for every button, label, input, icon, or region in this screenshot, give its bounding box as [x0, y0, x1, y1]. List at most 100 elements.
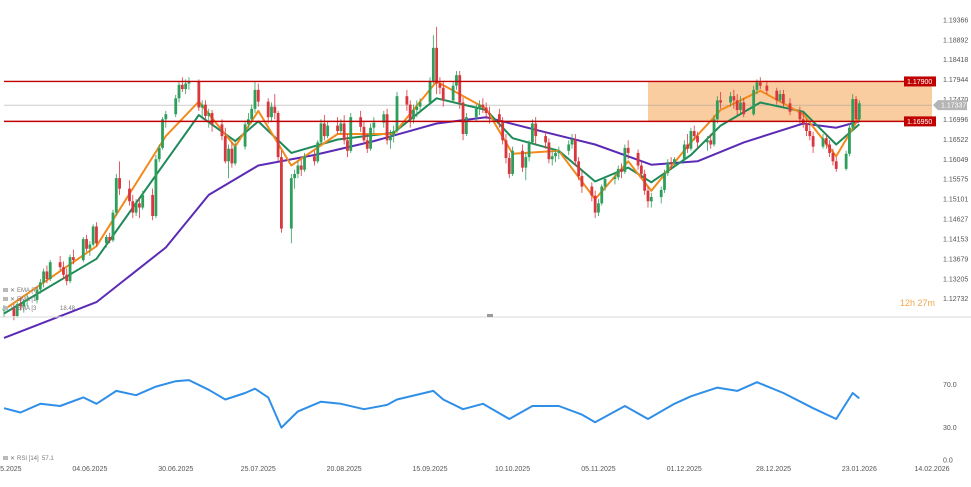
candle [200, 100, 204, 120]
candle [808, 125, 812, 141]
candle [68, 254, 72, 284]
candle [798, 106, 802, 124]
candle [223, 127, 227, 164]
current-price-label: 1.17337 [941, 103, 966, 110]
candle-body [659, 189, 663, 198]
candle [775, 87, 779, 105]
price-tick-label: 1.16996 [943, 117, 968, 124]
candle-body [570, 139, 574, 145]
date-tick-label: 14.02.2026 [914, 466, 949, 473]
rsi-legend-close-icon[interactable]: ✕ [10, 456, 15, 462]
candle [834, 157, 838, 172]
pane-divider [0, 314, 971, 318]
candle-body [501, 121, 505, 141]
candle [157, 144, 161, 163]
candle [488, 106, 491, 124]
candle-body [349, 117, 353, 151]
candle-body [108, 236, 112, 241]
pane-resize-handle[interactable] [487, 314, 493, 317]
rsi-legend[interactable]: ✕ RSI [14] 57.1 [3, 456, 54, 462]
candle-body [828, 144, 832, 153]
candle [289, 173, 293, 244]
legend-icon-3 [3, 306, 8, 310]
candle-body [831, 152, 835, 162]
legend-close-icon-1[interactable]: ✕ [10, 288, 15, 294]
candle-body [686, 144, 690, 149]
candle [385, 108, 389, 145]
candle [709, 133, 713, 149]
candle [577, 157, 581, 181]
candle [663, 169, 666, 193]
candle [392, 125, 396, 143]
horizontal-levels[interactable]: 1.17900 1.16950 [4, 76, 936, 127]
candle [857, 100, 861, 122]
candle [118, 161, 121, 195]
candle [481, 98, 485, 113]
candle [474, 104, 478, 122]
candle [412, 104, 415, 124]
candle [108, 232, 112, 244]
candle [682, 140, 686, 163]
candle [141, 190, 145, 210]
candle [280, 150, 283, 233]
candle-body [524, 157, 528, 168]
candle [197, 79, 201, 111]
price-tick-label: 1.12732 [943, 296, 968, 303]
candle-body [164, 114, 168, 120]
candle [649, 192, 653, 208]
date-tick-label: 09.05.2025 [0, 466, 22, 473]
candle [382, 110, 386, 128]
legend-close-icon-3[interactable]: ✕ [10, 306, 15, 312]
legend-icon-2 [3, 297, 8, 301]
candle [686, 133, 690, 153]
candle-body [388, 136, 392, 141]
candle-body [464, 117, 468, 134]
candle-body [385, 114, 389, 141]
candle-body [590, 186, 594, 196]
candle-body [256, 89, 260, 102]
candle-body [435, 47, 439, 84]
candle [570, 133, 574, 149]
candle [372, 117, 376, 134]
candle-body [369, 127, 372, 149]
candle [567, 140, 571, 156]
candle-body [844, 153, 848, 169]
candle-body [504, 140, 508, 158]
candle [715, 96, 719, 124]
candle-body [729, 96, 732, 103]
candle-body [544, 136, 548, 143]
candle [639, 161, 643, 179]
candle-body [497, 114, 501, 122]
candle-body [322, 123, 326, 137]
candle [58, 255, 62, 271]
candle-body [177, 84, 181, 99]
candle-body [405, 96, 409, 105]
candle [48, 260, 52, 282]
candle-body [38, 282, 42, 290]
candle-body [557, 150, 561, 153]
candle [524, 152, 528, 181]
candle-body [511, 150, 514, 174]
candle [600, 184, 604, 206]
candle-body [778, 94, 782, 101]
candle [613, 171, 617, 185]
candle-body [805, 123, 808, 132]
candle-body [742, 102, 746, 115]
legend-block[interactable]: ✕ EMA [7] ✕ EMA [1 ✕ EMA [3 18.48 [3, 288, 76, 312]
candle-body [431, 47, 435, 82]
candle-body [128, 188, 131, 202]
legend-close-icon-2[interactable]: ✕ [10, 297, 15, 303]
candle-body [441, 87, 445, 101]
candle-body [534, 123, 538, 137]
candle [484, 102, 488, 120]
candle [821, 133, 825, 149]
candle-body [620, 168, 623, 172]
rsi-tick-label: 30.0 [943, 425, 957, 432]
candle-body [692, 131, 696, 137]
candle-body [636, 152, 640, 166]
candle [71, 249, 75, 265]
candle-body [848, 127, 851, 154]
candle [204, 100, 207, 122]
candle [719, 91, 723, 109]
price-tick-label: 1.13205 [943, 276, 968, 283]
